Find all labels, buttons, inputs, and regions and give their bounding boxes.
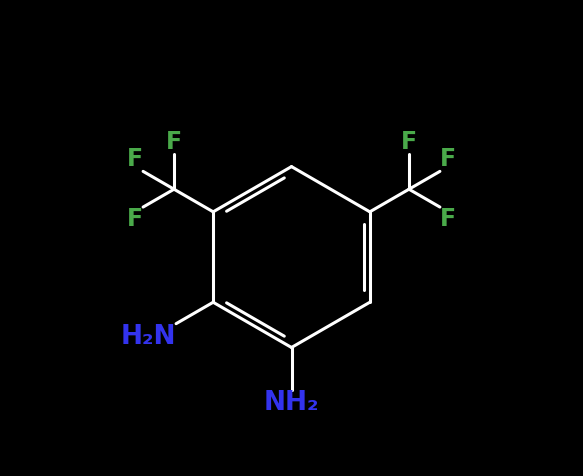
Text: F: F xyxy=(127,207,143,231)
Text: F: F xyxy=(166,129,182,153)
Text: F: F xyxy=(440,148,456,171)
Text: NH₂: NH₂ xyxy=(264,390,319,416)
Text: F: F xyxy=(440,207,456,231)
Text: H₂N: H₂N xyxy=(121,324,176,350)
Text: F: F xyxy=(401,129,417,153)
Text: F: F xyxy=(127,148,143,171)
